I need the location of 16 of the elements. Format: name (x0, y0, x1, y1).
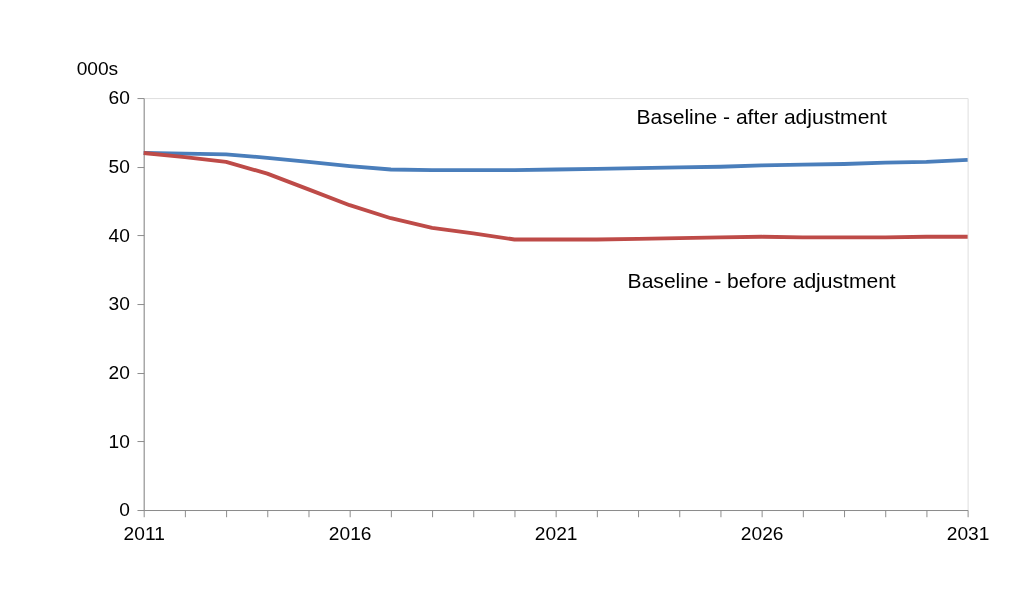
y-tick-label: 0 (119, 499, 130, 521)
series-label: Baseline - before adjustment (627, 268, 896, 292)
x-tick-label: 2026 (740, 523, 784, 545)
y-tick-label: 20 (108, 361, 130, 383)
y-tick-label: 60 (108, 87, 130, 109)
y-tick-label: 40 (108, 224, 130, 246)
series-label: Baseline - after adjustment (636, 105, 888, 129)
y-tick-label: 30 (108, 293, 130, 315)
x-tick-label: 2016 (328, 523, 372, 545)
line-series (141, 151, 970, 242)
y-axis-title: 000s (76, 58, 119, 80)
x-tick-label: 2011 (123, 523, 165, 545)
y-tick-label: 10 (108, 430, 130, 452)
x-tick-label: 2021 (534, 523, 578, 545)
x-tick-label: 2031 (946, 523, 990, 545)
y-tick-label: 50 (108, 155, 130, 177)
